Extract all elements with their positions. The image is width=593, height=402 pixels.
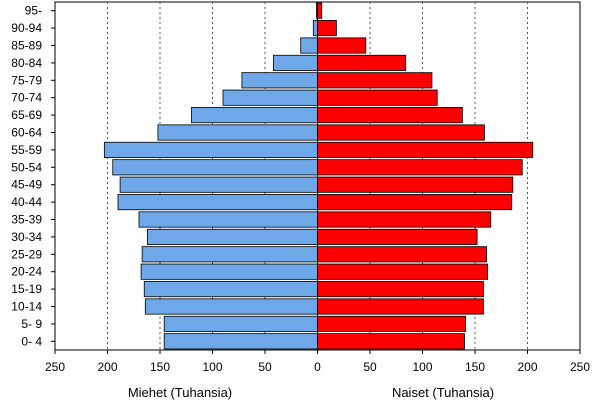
y-tick-label: 80-84 [11, 56, 42, 70]
x-tick-label: 50 [258, 360, 272, 374]
y-tick-label: 60-64 [11, 126, 42, 140]
bar-right [317, 246, 487, 263]
bar-left [144, 298, 318, 315]
x-tick-label: 200 [97, 360, 117, 374]
bar-left [146, 228, 318, 245]
y-tick-label: 45-49 [11, 178, 42, 192]
bar-right [317, 333, 465, 350]
bar-right [317, 2, 323, 19]
bar-right [317, 54, 407, 71]
y-tick-label: 25-29 [11, 247, 42, 261]
x-tick-label: 250 [570, 360, 590, 374]
x-axis-labels: 250 200 150 100 50 0 50 100 150 200 250 [45, 350, 590, 374]
y-tick-label: 0- 4 [21, 334, 42, 348]
bar-right [317, 176, 514, 193]
x-tick-label: 200 [517, 360, 537, 374]
bar-right [317, 281, 484, 298]
y-tick-label: 75-79 [11, 73, 42, 87]
bar-left [117, 194, 318, 211]
bar-left [138, 211, 318, 228]
x-axis-title-left: Miehet (Tuhansia) [128, 385, 232, 400]
bar-left [312, 20, 318, 37]
bar-left [119, 176, 318, 193]
x-tick-label: 100 [412, 360, 432, 374]
bar-left [163, 333, 318, 350]
y-tick-label: 65-69 [11, 108, 42, 122]
bar-right [317, 228, 478, 245]
bars-group [103, 2, 534, 350]
x-tick-label: 150 [150, 360, 170, 374]
y-tick-label: 55-59 [11, 143, 42, 157]
x-tick-label: 100 [202, 360, 222, 374]
y-tick-label: 85-89 [11, 39, 42, 53]
bar-right [317, 89, 438, 106]
bar-left [112, 159, 318, 176]
bar-left [222, 89, 318, 106]
bar-right [317, 72, 433, 89]
y-tick-label: 40-44 [11, 195, 42, 209]
bar-right [317, 298, 484, 315]
bar-right [317, 194, 513, 211]
y-tick-label: 70-74 [11, 91, 42, 105]
bar-left [103, 141, 318, 158]
y-tick-label: 95- [25, 4, 42, 18]
x-tick-label: 250 [45, 360, 65, 374]
y-tick-label: 5- 9 [21, 317, 42, 331]
y-axis-labels: 95- 90-94 85-89 80-84 75-79 70-74 65-69 60-64 55… [11, 4, 55, 348]
bar-right [317, 141, 534, 158]
bar-right [317, 211, 492, 228]
y-tick-label: 35-39 [11, 213, 42, 227]
y-tick-label: 10-14 [11, 300, 42, 314]
x-tick-label: 50 [363, 360, 377, 374]
bar-right [317, 37, 367, 54]
bar-left [163, 315, 318, 332]
bar-left [191, 107, 318, 124]
bar-left [300, 37, 318, 54]
bar-right [317, 315, 466, 332]
y-tick-label: 50-54 [11, 160, 42, 174]
y-tick-label: 20-24 [11, 265, 42, 279]
bar-right [317, 263, 489, 280]
bar-right [317, 124, 485, 141]
bar-left [140, 263, 318, 280]
y-tick-label: 30-34 [11, 230, 42, 244]
x-axis-title-right: Naiset (Tuhansia) [392, 385, 494, 400]
y-tick-label: 90-94 [11, 21, 42, 35]
bar-right [317, 159, 523, 176]
bar-right [317, 107, 463, 124]
bar-left [143, 281, 318, 298]
bar-left [241, 72, 318, 89]
y-tick-label: 15-19 [11, 282, 42, 296]
x-tick-label: 150 [465, 360, 485, 374]
bar-left [157, 124, 318, 141]
bar-right [317, 20, 337, 37]
bar-left [141, 246, 318, 263]
x-tick-label: 0 [314, 360, 321, 374]
bar-left [272, 54, 318, 71]
